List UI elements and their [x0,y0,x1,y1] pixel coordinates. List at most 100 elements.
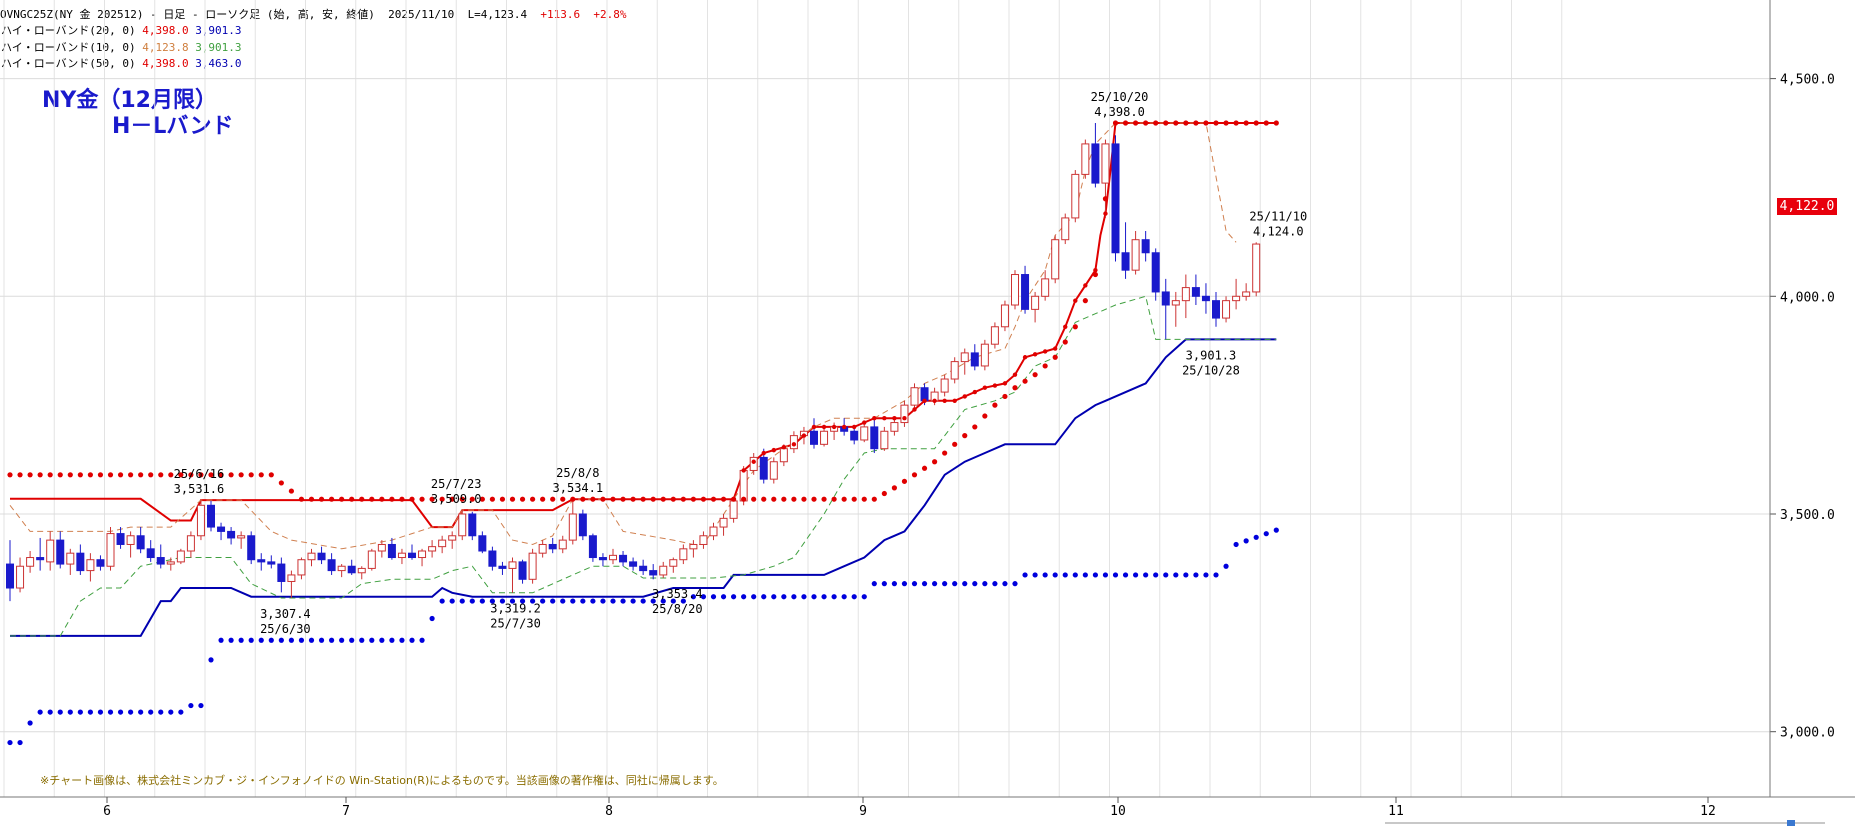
candle-body-up [739,469,748,502]
candle-body-up [1232,295,1241,302]
candle-body-up [960,352,969,363]
candle-body-down [498,565,507,569]
band-dot [238,472,244,478]
band-dot [901,478,908,484]
candle-body-up [1041,278,1050,297]
candle-body-up [126,535,135,545]
candle-body-down [1021,274,1030,310]
band-dot [1153,572,1159,578]
annotation-label: 3,307.4 [260,607,311,621]
candle-body-down [759,456,768,480]
band-dot [901,581,908,587]
band-dot [1153,120,1159,126]
band-dot [459,496,465,502]
annotation-label: 3,319.2 [490,602,541,616]
candle-body-down [116,533,125,545]
candle-body-up [1101,143,1110,184]
band-dot [1002,581,1008,587]
band-dot [1193,572,1199,578]
band-dot [891,485,898,491]
band-dot [1102,572,1109,578]
band-dot [932,581,938,587]
band-dot [278,637,284,643]
band-dot [720,594,727,600]
band-dot [288,488,294,494]
y-tick-label: 3,000.0 [1780,726,1835,741]
band-dot [449,496,455,502]
band-dot [1052,572,1058,578]
annotation-label: 25/7/30 [490,617,541,631]
band-dot [419,637,425,643]
band-dot [620,598,626,604]
grid [0,0,1770,797]
band-dot [188,472,194,478]
band-dot [1163,572,1169,578]
band-dot [851,496,857,502]
candle-body-up [176,550,185,563]
candle-body-down [639,565,648,572]
band-dot [751,594,757,600]
candle-body-up [1000,304,1009,328]
band-dot [27,472,33,478]
band-dot [439,496,445,502]
candle-body-down [1111,143,1120,254]
candle-body-up [890,422,899,432]
candle-body-down [1201,295,1210,302]
candle-body-up [699,535,708,545]
band-dot [1082,572,1088,578]
band-dot [158,709,164,715]
band-dot [801,496,807,502]
copyright-footnote: ※チャート画像は、株式会社ミンカブ・ジ・インフォノイドの Win-Station… [40,774,724,787]
band-dot [268,637,274,643]
band-dot [1042,572,1048,578]
band-dot [660,598,666,604]
band-dot [831,594,837,600]
band-dot [600,598,606,604]
band-dot [117,709,124,715]
band-dot [630,598,636,604]
band-dot [7,472,13,478]
band-dot [218,637,224,643]
candle-body-up [1181,287,1190,302]
band-dot [1002,393,1008,400]
band-dot [1253,120,1259,126]
band-dot [892,416,897,421]
candle-body-up [860,426,869,441]
band-dot [519,496,526,502]
band-dot [509,598,516,604]
band-dot [741,468,746,473]
candle-body-down [227,530,236,539]
band-dot [821,594,827,600]
candle-body-up [528,552,537,580]
instrument: (NY 金 202512) [52,8,144,21]
band-dot [308,496,315,502]
band-dot [640,598,646,604]
candle-body-up [980,343,989,367]
candle-body-down [518,561,527,580]
horizontal-scrollbar[interactable] [1385,820,1855,826]
band-dot [1032,352,1038,357]
band-dot [731,496,737,502]
candle-body-down [146,548,155,559]
band-dot [349,637,355,643]
candle-body-up [820,430,829,445]
band-dot [972,424,978,430]
band-dot [1173,572,1179,578]
band-dot [1233,120,1239,126]
candle-body-up [558,539,567,550]
candle-body-down [76,552,85,572]
band-dot [479,496,485,502]
band-dot [771,496,777,502]
candle-body-up [990,326,999,345]
ohlc-note: (始, 高, 安, 終値) [266,8,375,21]
candle-body-up [779,448,788,463]
candle-body-down [387,543,396,559]
band-dot [1092,271,1098,278]
band-dot [962,581,968,587]
candle-body-up [950,361,959,380]
band-dot [469,496,475,502]
band-dot [318,496,325,502]
band-dot [781,496,787,502]
candle-body-down [1191,287,1200,297]
band-dot [1173,120,1179,126]
